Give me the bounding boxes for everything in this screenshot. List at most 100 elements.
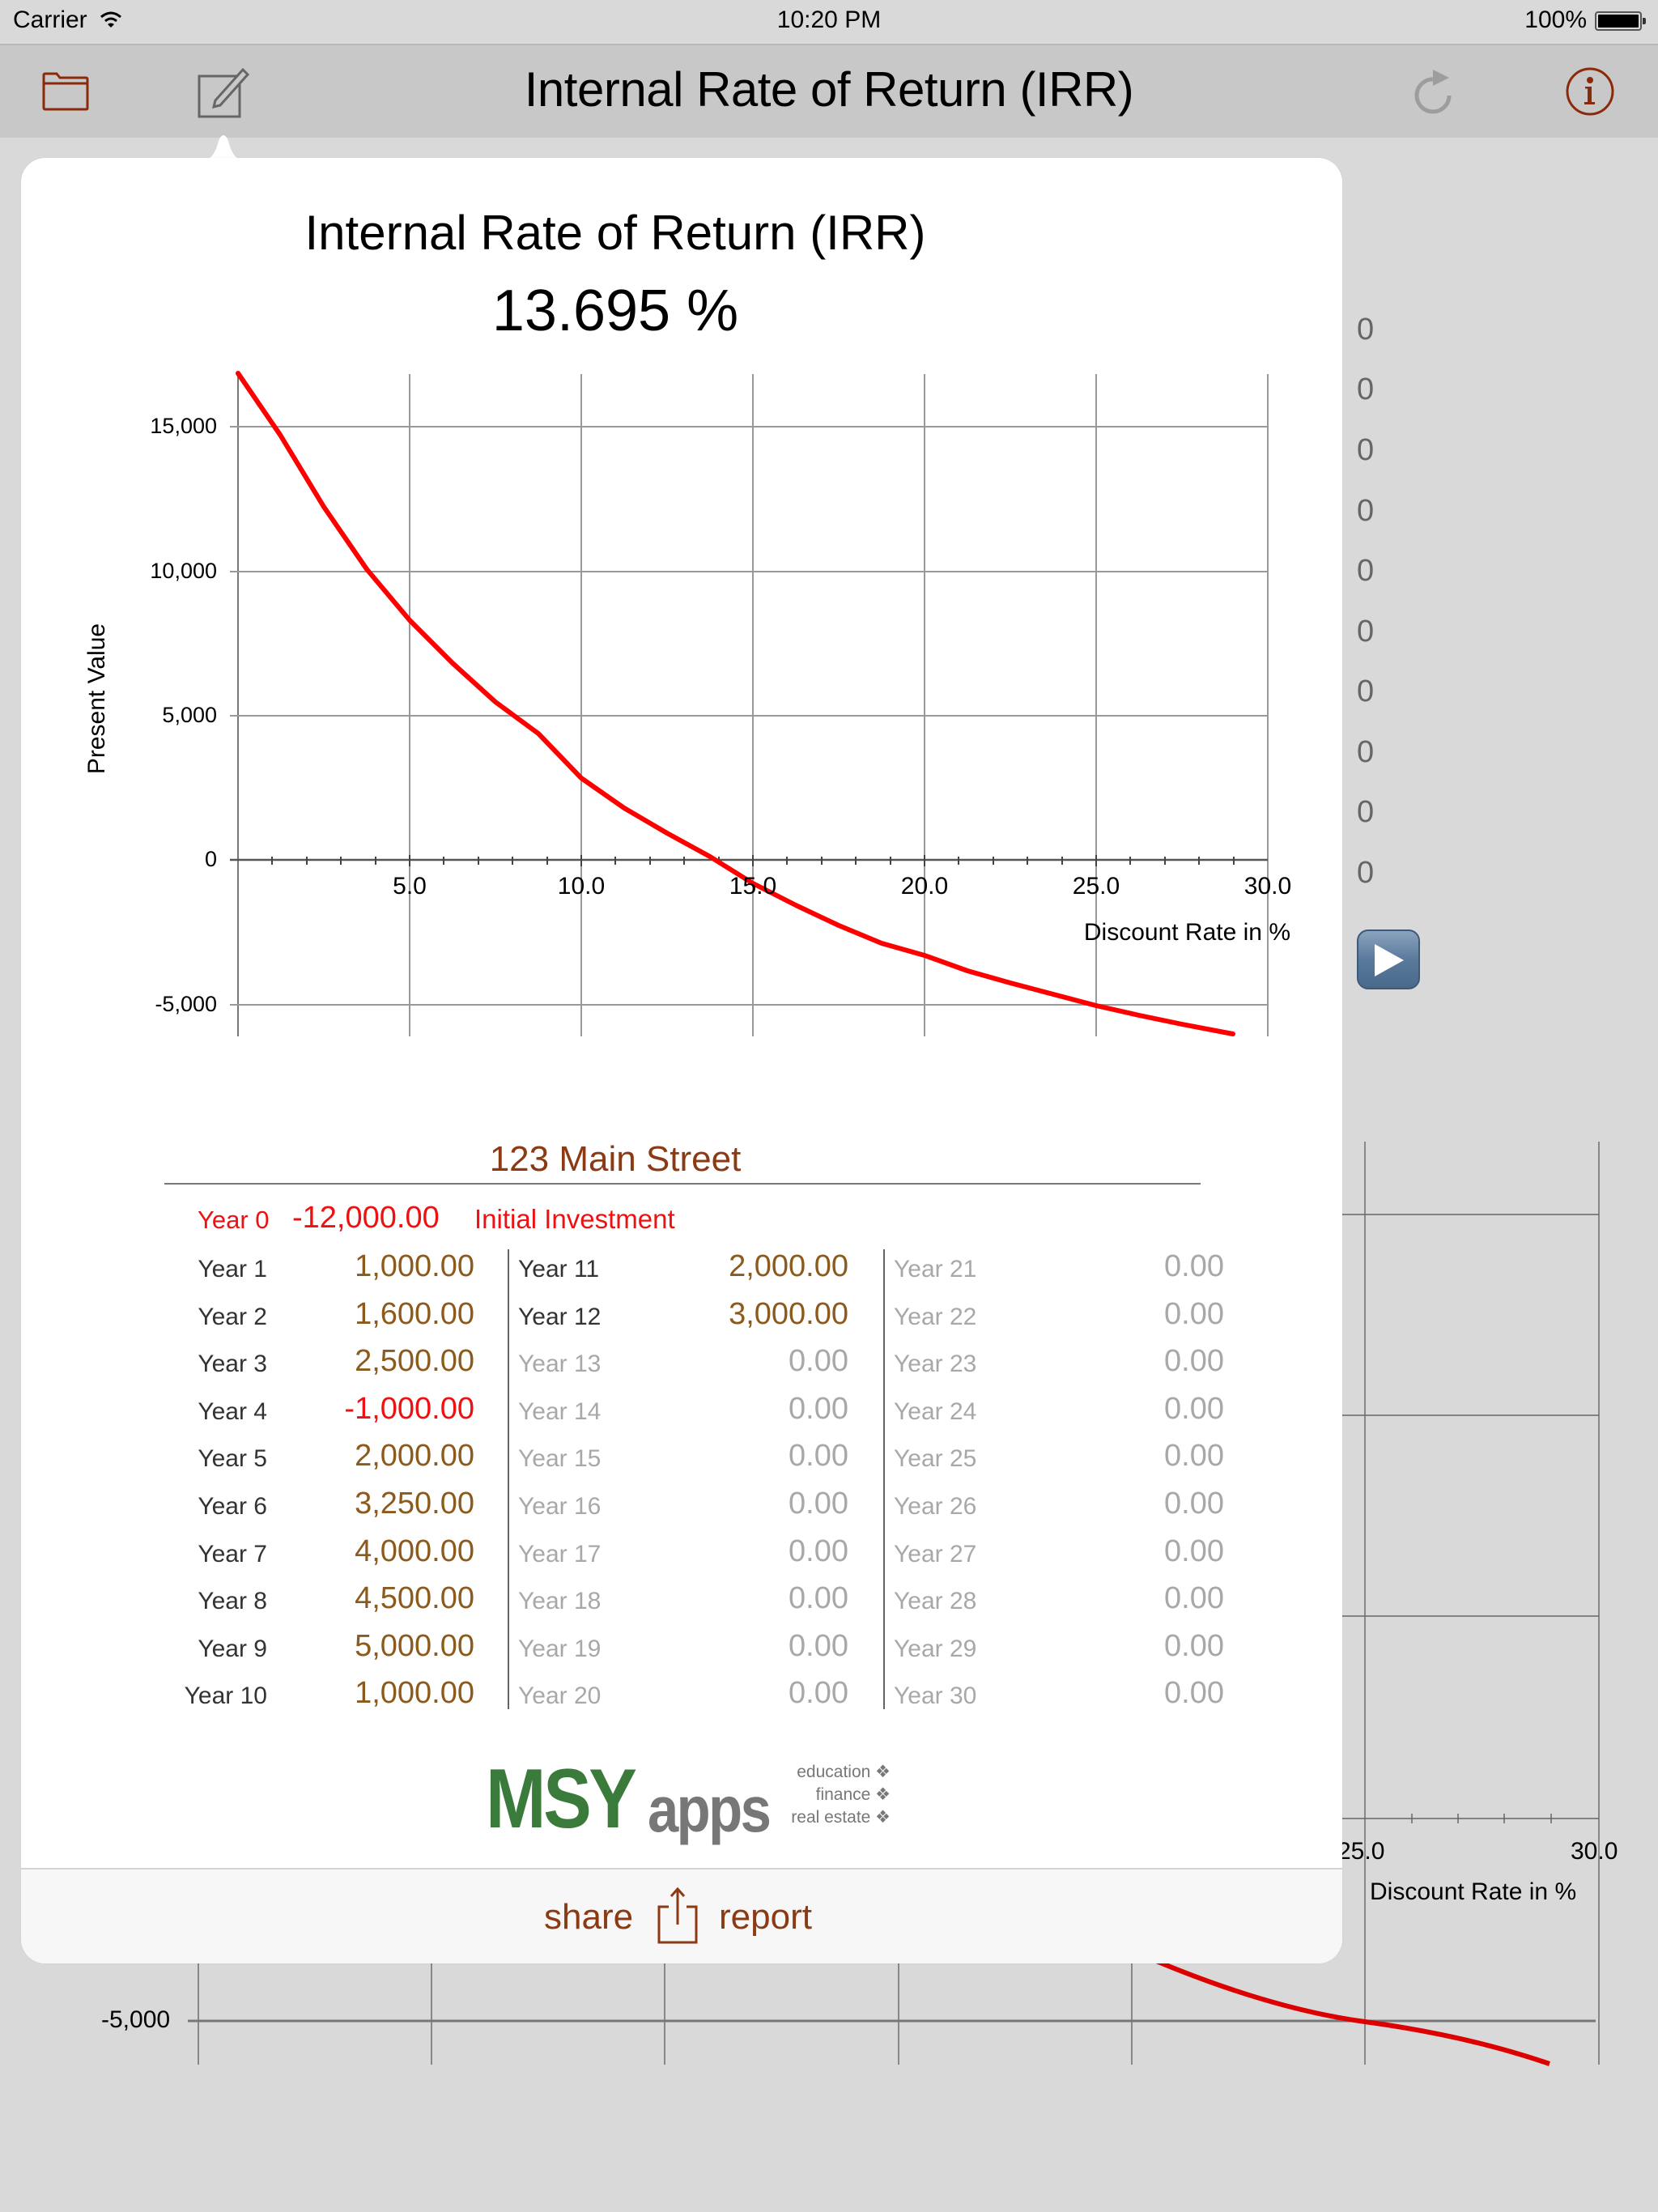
y-tick: 10,000 — [150, 559, 217, 583]
nav-bar: Internal Rate of Return (IRR) — [0, 45, 1658, 138]
cashflow-value[interactable]: 0.00 — [1164, 1391, 1224, 1426]
cashflow-value[interactable]: 2,000.00 — [355, 1439, 474, 1474]
share-report-button[interactable]: share report — [21, 1868, 1342, 1963]
share-label: share — [544, 1897, 634, 1937]
cashflow-value[interactable]: 0.00 — [789, 1581, 848, 1616]
cashflow-year-label: Year 16 — [518, 1493, 602, 1520]
play-button[interactable] — [1357, 929, 1420, 989]
cashflow-value[interactable]: 1,000.00 — [355, 1676, 474, 1711]
play-icon — [1375, 944, 1404, 976]
bg-x-axis-label: Discount Rate in % — [1370, 1878, 1577, 1905]
y-tick: 0 — [204, 847, 217, 871]
cashflow-year-label: Year 2 — [198, 1303, 267, 1330]
logo-tags: education ❖ finance ❖ real estate ❖ — [791, 1763, 891, 1827]
cashflow-year-label: Year 30 — [894, 1682, 977, 1710]
popover-arrow — [199, 135, 248, 162]
cashflow-year-label: Year 10 — [184, 1682, 267, 1710]
page-title: Internal Rate of Return (IRR) — [524, 62, 1134, 117]
cashflow-value[interactable]: 0.00 — [1164, 1296, 1224, 1331]
x-tick: 15.0 — [729, 873, 777, 900]
cashflow-year-label: Year 14 — [518, 1397, 602, 1425]
cashflow-value[interactable]: 0.00 — [1164, 1439, 1224, 1474]
msyapps-logo: MSY apps education ❖ finance ❖ real esta… — [486, 1751, 907, 1848]
folder-icon — [42, 72, 89, 111]
bg-value: 0 — [1357, 674, 1375, 708]
cashflow-value[interactable]: 0.00 — [1164, 1249, 1224, 1283]
share-icon — [657, 1887, 698, 1944]
cashflow-value[interactable]: 5,000.00 — [355, 1628, 474, 1663]
cashflow-year-label: Year 12 — [518, 1303, 602, 1330]
info-button[interactable] — [1560, 62, 1620, 121]
year0-value: -12,000.00 — [292, 1201, 440, 1235]
x-tick: 25.0 — [1072, 873, 1120, 900]
cashflow-value[interactable]: 3,250.00 — [355, 1487, 474, 1521]
cashflow-value[interactable]: 0.00 — [789, 1391, 848, 1426]
cashflow-value[interactable]: 0.00 — [789, 1487, 848, 1521]
cashflow-value[interactable]: 1,000.00 — [355, 1249, 474, 1283]
bg-value: 0 — [1357, 494, 1375, 528]
cashflow-year-label: Year 15 — [518, 1445, 602, 1473]
logo-brand: MSY — [486, 1752, 637, 1846]
x-axis-label: Discount Rate in % — [1083, 919, 1290, 946]
cashflow-year-label: Year 17 — [518, 1540, 602, 1568]
x-tick: 30.0 — [1244, 873, 1292, 900]
cashflow-value[interactable]: 0.00 — [789, 1676, 848, 1711]
irr-report-popover: Internal Rate of Return (IRR) 13.695 % — [21, 158, 1342, 1963]
property-name: 123 Main Street — [489, 1139, 742, 1179]
cashflow-year-label: Year 18 — [518, 1588, 602, 1615]
refresh-button[interactable] — [1406, 62, 1466, 121]
open-folder-button[interactable] — [36, 62, 96, 121]
cashflow-year-label: Year 22 — [894, 1303, 977, 1330]
year0-note: Initial Investment — [474, 1204, 675, 1234]
cashflow-year-label: Year 8 — [198, 1588, 267, 1615]
bg-x-tick-25: 25.0 — [1337, 1838, 1385, 1865]
battery-percent: 100% — [1524, 6, 1587, 33]
carrier-label: Carrier — [13, 6, 123, 34]
cashflow-value[interactable]: 0.00 — [1164, 1581, 1224, 1616]
compose-icon — [198, 67, 250, 118]
battery-icon — [1595, 11, 1646, 31]
cashflow-value[interactable]: 2,000.00 — [729, 1249, 848, 1283]
cashflow-value[interactable]: 3,000.00 — [729, 1296, 848, 1331]
report-title: Internal Rate of Return (IRR) — [304, 206, 926, 260]
edit-button[interactable] — [194, 62, 254, 121]
bg-value: 0 — [1357, 313, 1375, 347]
cashflow-value[interactable]: 0.00 — [789, 1628, 848, 1663]
status-bar: Carrier 10:20 PM 100% — [0, 0, 1658, 45]
cashflow-value[interactable]: 0.00 — [789, 1344, 848, 1379]
cashflow-value[interactable]: 0.00 — [789, 1439, 848, 1474]
cashflow-value[interactable]: 1,600.00 — [355, 1296, 474, 1331]
x-tick: 5.0 — [393, 873, 427, 900]
year0-label: Year 0 — [198, 1206, 270, 1234]
irr-value: 13.695 % — [491, 279, 739, 343]
cashflow-year-label: Year 25 — [894, 1445, 977, 1473]
bg-value: 0 — [1357, 795, 1375, 829]
cashflow-value[interactable]: 0.00 — [1164, 1534, 1224, 1568]
bg-value: 0 — [1357, 372, 1375, 406]
column-divider — [508, 1249, 509, 1709]
y-tick: -5,000 — [155, 992, 217, 1016]
cashflow-value[interactable]: 0.00 — [1164, 1487, 1224, 1521]
bg-y-tick: -5,000 — [101, 2006, 171, 2033]
cashflow-value[interactable]: 4,000.00 — [355, 1534, 474, 1568]
cashflow-value[interactable]: 0.00 — [789, 1534, 848, 1568]
cashflow-year-label: Year 23 — [894, 1351, 977, 1378]
cashflow-value[interactable]: 0.00 — [1164, 1676, 1224, 1711]
cashflow-year-label: Year 29 — [894, 1635, 977, 1662]
cashflow-year-label: Year 19 — [518, 1635, 602, 1662]
cashflow-year-label: Year 21 — [894, 1256, 977, 1283]
cashflow-value[interactable]: 0.00 — [1164, 1628, 1224, 1663]
cashflow-value[interactable]: 4,500.00 — [355, 1581, 474, 1616]
cashflow-year-label: Year 3 — [198, 1351, 267, 1378]
cashflow-value[interactable]: -1,000.00 — [344, 1391, 474, 1426]
info-icon — [1566, 67, 1614, 116]
cashflow-value[interactable]: 0.00 — [1164, 1344, 1224, 1379]
y-axis-label: Present Value — [83, 623, 110, 775]
logo-suffix: apps — [648, 1773, 772, 1845]
cashflow-year-label: Year 11 — [518, 1256, 600, 1283]
y-tick: 5,000 — [162, 703, 217, 727]
cashflow-year-label: Year 9 — [198, 1635, 267, 1662]
cashflow-value[interactable]: 2,500.00 — [355, 1344, 474, 1379]
column-divider — [883, 1249, 885, 1709]
divider — [164, 1183, 1201, 1185]
